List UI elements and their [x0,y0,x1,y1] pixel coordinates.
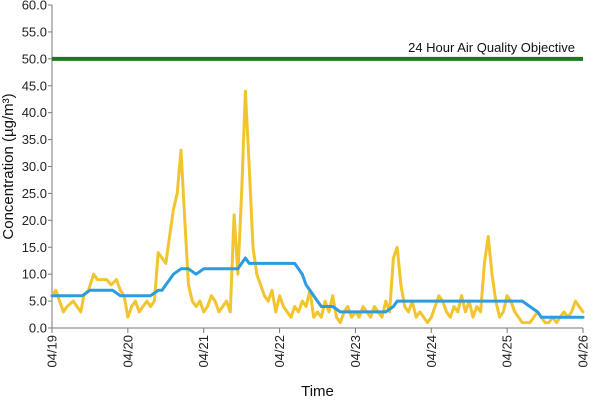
y-tick-label: 50.0 [22,51,47,66]
y-tick-label: 45.0 [22,78,47,93]
x-axis [51,327,584,333]
x-tick-label: 04/23 [348,335,363,368]
y-tick-label: 35.0 [22,132,47,147]
x-tick-label: 04/19 [45,335,60,368]
y-tick-label: 55.0 [22,24,47,39]
y-tick-label: 25.0 [22,186,47,201]
x-tick-label: 04/24 [424,335,439,368]
x-tick-label: 04/22 [272,335,287,368]
x-tick-label: 04/25 [500,335,515,368]
y-tick-label: 30.0 [22,159,47,174]
series-line-1 [50,89,585,325]
series-line-2 [50,256,585,319]
series-lines [50,89,585,325]
x-tick-labels: 04/19 04/20 04/21 04/22 04/23 04/24 04/25 04/26 [45,335,591,368]
y-tick-label: 0.0 [29,321,47,336]
reference-line-label: 24 Hour Air Quality Objective [408,40,575,55]
y-axis [48,4,53,329]
y-tick-labels: 0.0 5.0 10.0 15.0 20.0 25.0 30.0 35.0 40.0 45.0 50… [22,0,47,336]
y-tick-label: 10.0 [22,267,47,282]
y-tick-label: 20.0 [22,213,47,228]
x-tick-label: 04/26 [576,335,591,368]
y-tick-label: 15.0 [22,240,47,255]
y-axis-title: Concentration (µg/m³) [0,93,17,239]
x-tick-label: 04/20 [120,335,135,368]
y-tick-label: 60.0 [22,0,47,13]
y-tick-label: 5.0 [29,294,47,309]
y-tick-label: 40.0 [22,105,47,120]
x-axis-title: Time [301,383,334,400]
x-tick-label: 04/21 [196,335,211,368]
